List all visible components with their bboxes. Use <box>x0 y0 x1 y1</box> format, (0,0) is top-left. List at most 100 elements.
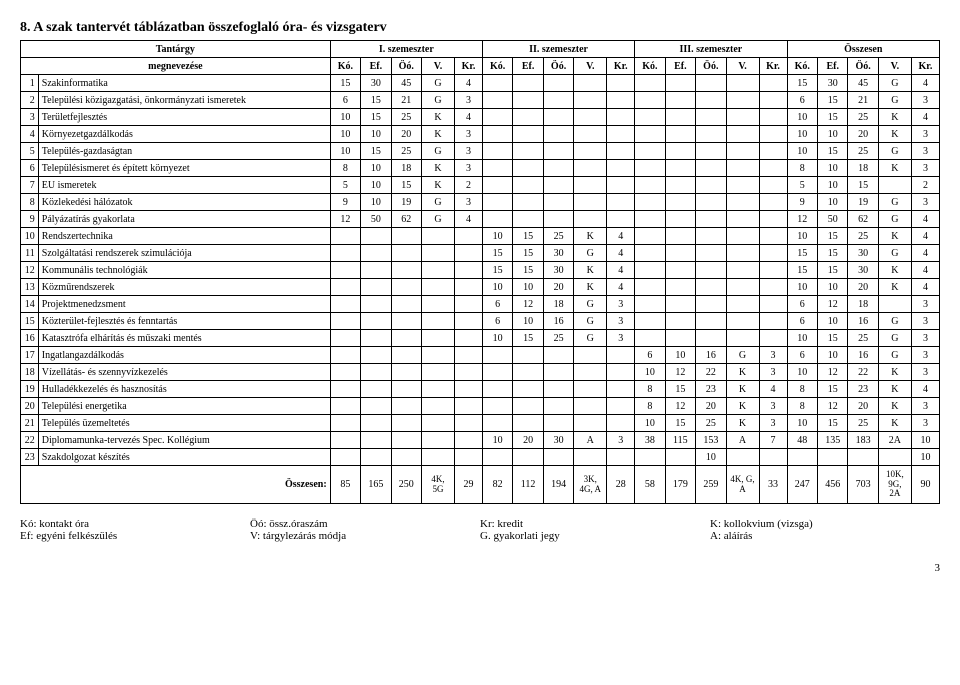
cell <box>455 347 483 364</box>
cell <box>726 245 759 262</box>
cell: K <box>422 177 455 194</box>
cell <box>543 177 573 194</box>
cell <box>330 262 360 279</box>
cell <box>665 279 695 296</box>
cell <box>665 228 695 245</box>
cell <box>455 313 483 330</box>
cell <box>696 262 726 279</box>
cell: G <box>878 92 911 109</box>
table-row: 10Rendszertechnika101525K4101525K4 <box>21 228 940 245</box>
cell <box>422 347 455 364</box>
row-number: 10 <box>21 228 39 245</box>
cell: 6 <box>482 313 512 330</box>
cell <box>482 143 512 160</box>
cell: G <box>574 313 607 330</box>
cell <box>361 398 391 415</box>
cell <box>635 75 665 92</box>
cell <box>330 398 360 415</box>
cell: 4 <box>911 381 939 398</box>
cell <box>635 296 665 313</box>
cell: 3 <box>455 194 483 211</box>
cell: G <box>878 143 911 160</box>
cell <box>726 177 759 194</box>
cell <box>635 313 665 330</box>
cell: K <box>574 279 607 296</box>
cell <box>759 211 787 228</box>
cell <box>607 211 635 228</box>
header-subject2: megnevezése <box>21 58 331 75</box>
cell <box>361 381 391 398</box>
row-number: 22 <box>21 432 39 449</box>
cell <box>482 347 512 364</box>
row-name: Szolgáltatási rendszerek szimulációja <box>38 245 330 262</box>
header-col: V. <box>878 58 911 75</box>
sum-cell: 28 <box>607 466 635 504</box>
cell: K <box>878 381 911 398</box>
cell <box>726 211 759 228</box>
cell: G <box>422 143 455 160</box>
cell: 10 <box>787 143 817 160</box>
cell <box>726 109 759 126</box>
cell <box>330 330 360 347</box>
sum-cell: 4K, 5G <box>422 466 455 504</box>
cell: 183 <box>848 432 878 449</box>
cell: 10 <box>787 228 817 245</box>
cell <box>665 109 695 126</box>
cell: 45 <box>391 75 421 92</box>
row-name: Szakdolgozat készítés <box>38 449 330 466</box>
cell <box>422 296 455 313</box>
row-number: 20 <box>21 398 39 415</box>
cell <box>607 143 635 160</box>
cell <box>513 415 543 432</box>
cell <box>455 415 483 432</box>
table-row: 1Szakinformatika153045G4153045G4 <box>21 75 940 92</box>
cell: 10 <box>911 432 939 449</box>
cell <box>391 296 421 313</box>
cell: 15 <box>787 75 817 92</box>
cell: 20 <box>543 279 573 296</box>
header-subject: Tantárgy <box>21 41 331 58</box>
cell <box>635 92 665 109</box>
cell: 15 <box>361 143 391 160</box>
cell: G <box>878 75 911 92</box>
cell <box>726 126 759 143</box>
cell <box>543 109 573 126</box>
row-name: Településismeret és épített környezet <box>38 160 330 177</box>
cell <box>759 279 787 296</box>
cell: K <box>878 228 911 245</box>
cell: 3 <box>607 296 635 313</box>
cell: 16 <box>848 313 878 330</box>
cell <box>759 160 787 177</box>
cell <box>635 330 665 347</box>
cell <box>726 313 759 330</box>
table-row: 2Települési közigazgatási, önkormányzati… <box>21 92 940 109</box>
header-col: Kó. <box>330 58 360 75</box>
cell: 15 <box>848 177 878 194</box>
cell: 12 <box>665 364 695 381</box>
cell <box>513 143 543 160</box>
cell <box>482 177 512 194</box>
cell <box>543 364 573 381</box>
cell <box>759 313 787 330</box>
cell: 16 <box>848 347 878 364</box>
cell <box>607 398 635 415</box>
cell: 10 <box>787 109 817 126</box>
cell: K <box>878 398 911 415</box>
cell: 15 <box>513 245 543 262</box>
cell <box>330 245 360 262</box>
cell <box>422 330 455 347</box>
cell <box>361 313 391 330</box>
cell <box>391 449 421 466</box>
cell <box>455 262 483 279</box>
legend-oo: Öó: össz.óraszám <box>250 518 480 530</box>
cell <box>696 75 726 92</box>
row-name: Település-gazdaságtan <box>38 143 330 160</box>
cell: 5 <box>787 177 817 194</box>
cell: K <box>422 160 455 177</box>
cell: 20 <box>391 126 421 143</box>
cell <box>455 381 483 398</box>
cell <box>422 432 455 449</box>
cell <box>543 75 573 92</box>
cell: 45 <box>848 75 878 92</box>
cell: 25 <box>391 109 421 126</box>
